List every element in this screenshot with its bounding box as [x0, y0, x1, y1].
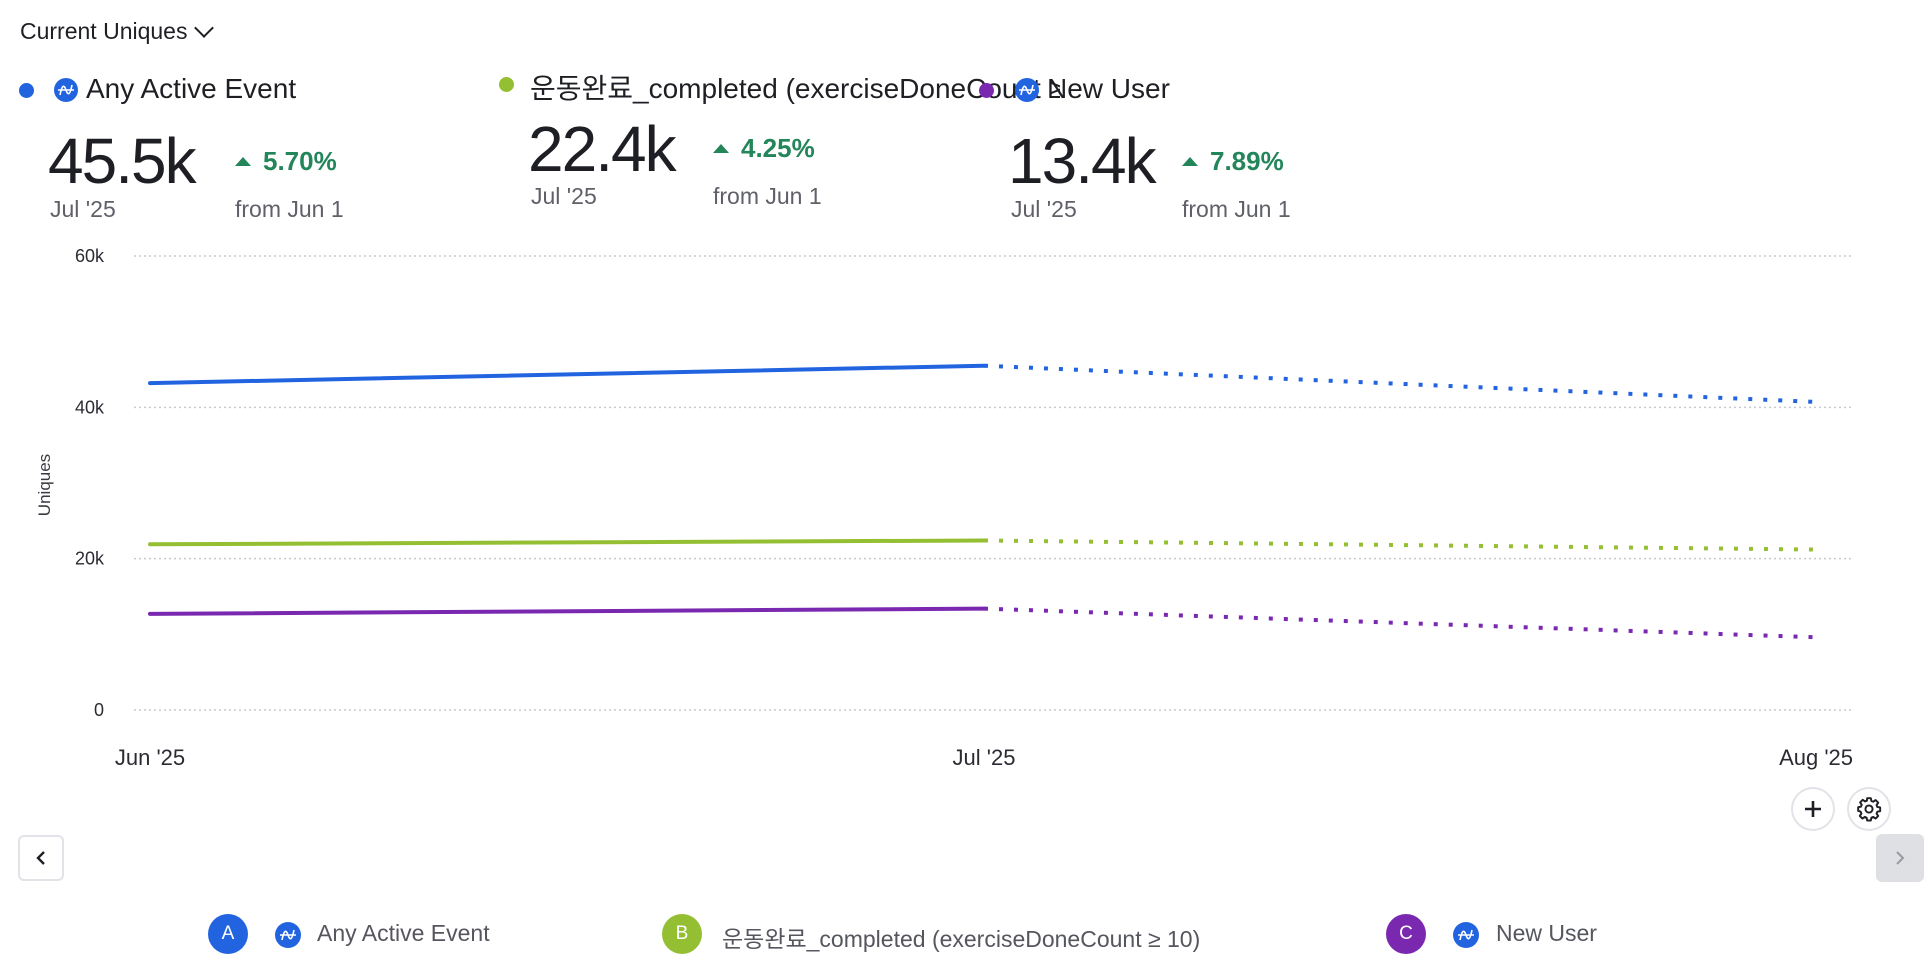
card-delta: 5.70%: [235, 146, 337, 177]
gear-icon: [1857, 797, 1882, 822]
series-color-dot: [979, 83, 994, 98]
series-line-incomplete[interactable]: [983, 606, 1819, 640]
amplitude-icon: [54, 78, 78, 102]
scroll-left-button[interactable]: [18, 835, 64, 881]
card-delta-value: 7.89%: [1210, 146, 1284, 176]
card-label: Any Active Event: [86, 73, 297, 104]
card-period: Jul '25: [1011, 196, 1077, 222]
trend-up-icon: [1182, 157, 1198, 166]
amplitude-icon: [1453, 922, 1479, 948]
card-comparison: from Jun 1: [1182, 196, 1291, 222]
series-line[interactable]: [148, 606, 986, 616]
series-line[interactable]: [148, 538, 986, 547]
card-delta: 4.25%: [713, 133, 815, 164]
trend-up-icon: [235, 157, 251, 166]
card-label: New User: [1047, 73, 1170, 104]
y-axis-label: Uniques: [35, 454, 54, 516]
card-period: Jul '25: [531, 183, 597, 209]
series-line-incomplete[interactable]: [983, 538, 1819, 552]
legend-letter-a: A: [208, 914, 248, 954]
y-tick-label: 60k: [75, 246, 105, 266]
add-button[interactable]: [1791, 787, 1835, 831]
metric-selector-label: Current Uniques: [20, 18, 188, 44]
legend-letter-c: C: [1386, 914, 1426, 954]
card-label: 운동완료_completed (exerciseDoneCount ≥: [530, 73, 1060, 104]
metric-selector[interactable]: Current Uniques: [20, 18, 215, 45]
card-value: 22.4k: [528, 113, 677, 185]
card-comparison: from Jun 1: [235, 196, 344, 222]
scroll-right-button[interactable]: [1876, 834, 1924, 882]
chevron-right-icon: [1896, 851, 1905, 865]
legend-item[interactable]: 운동완료_completed (exerciseDoneCount ≥ 10): [722, 926, 1201, 952]
y-tick-label: 20k: [75, 549, 105, 569]
legend-item[interactable]: Any Active Event: [317, 920, 490, 946]
series-line-incomplete[interactable]: [983, 363, 1819, 405]
trend-up-icon: [713, 144, 729, 153]
card-comparison: from Jun 1: [713, 183, 822, 209]
y-tick-label: 40k: [75, 397, 105, 417]
series-color-dot: [499, 77, 514, 92]
y-tick-label: 0: [94, 700, 104, 720]
chevron-left-icon: [36, 851, 45, 865]
card-value: 13.4k: [1008, 125, 1157, 197]
card-delta-value: 5.70%: [263, 146, 337, 176]
x-tick-label: Jul '25: [953, 745, 1016, 770]
card-value: 45.5k: [48, 125, 197, 197]
line-chart: 0 20k 40k 60k Jun '25 Jul '25 Aug '25 Uniques: [35, 246, 1853, 770]
amplitude-icon: [275, 922, 301, 948]
series-line[interactable]: [148, 363, 986, 386]
chevron-down-icon: [194, 18, 215, 38]
settings-button[interactable]: [1847, 787, 1891, 831]
plus-icon: [1805, 801, 1821, 817]
legend-letter-b: B: [662, 914, 702, 954]
series-color-dot: [19, 83, 34, 98]
legend-item[interactable]: New User: [1496, 920, 1597, 946]
amplitude-icon: [1015, 78, 1039, 102]
card-period: Jul '25: [50, 196, 116, 222]
card-delta-value: 4.25%: [741, 133, 815, 163]
card-delta: 7.89%: [1182, 146, 1284, 177]
x-tick-label: Aug '25: [1779, 745, 1853, 770]
x-tick-label: Jun '25: [115, 745, 185, 770]
